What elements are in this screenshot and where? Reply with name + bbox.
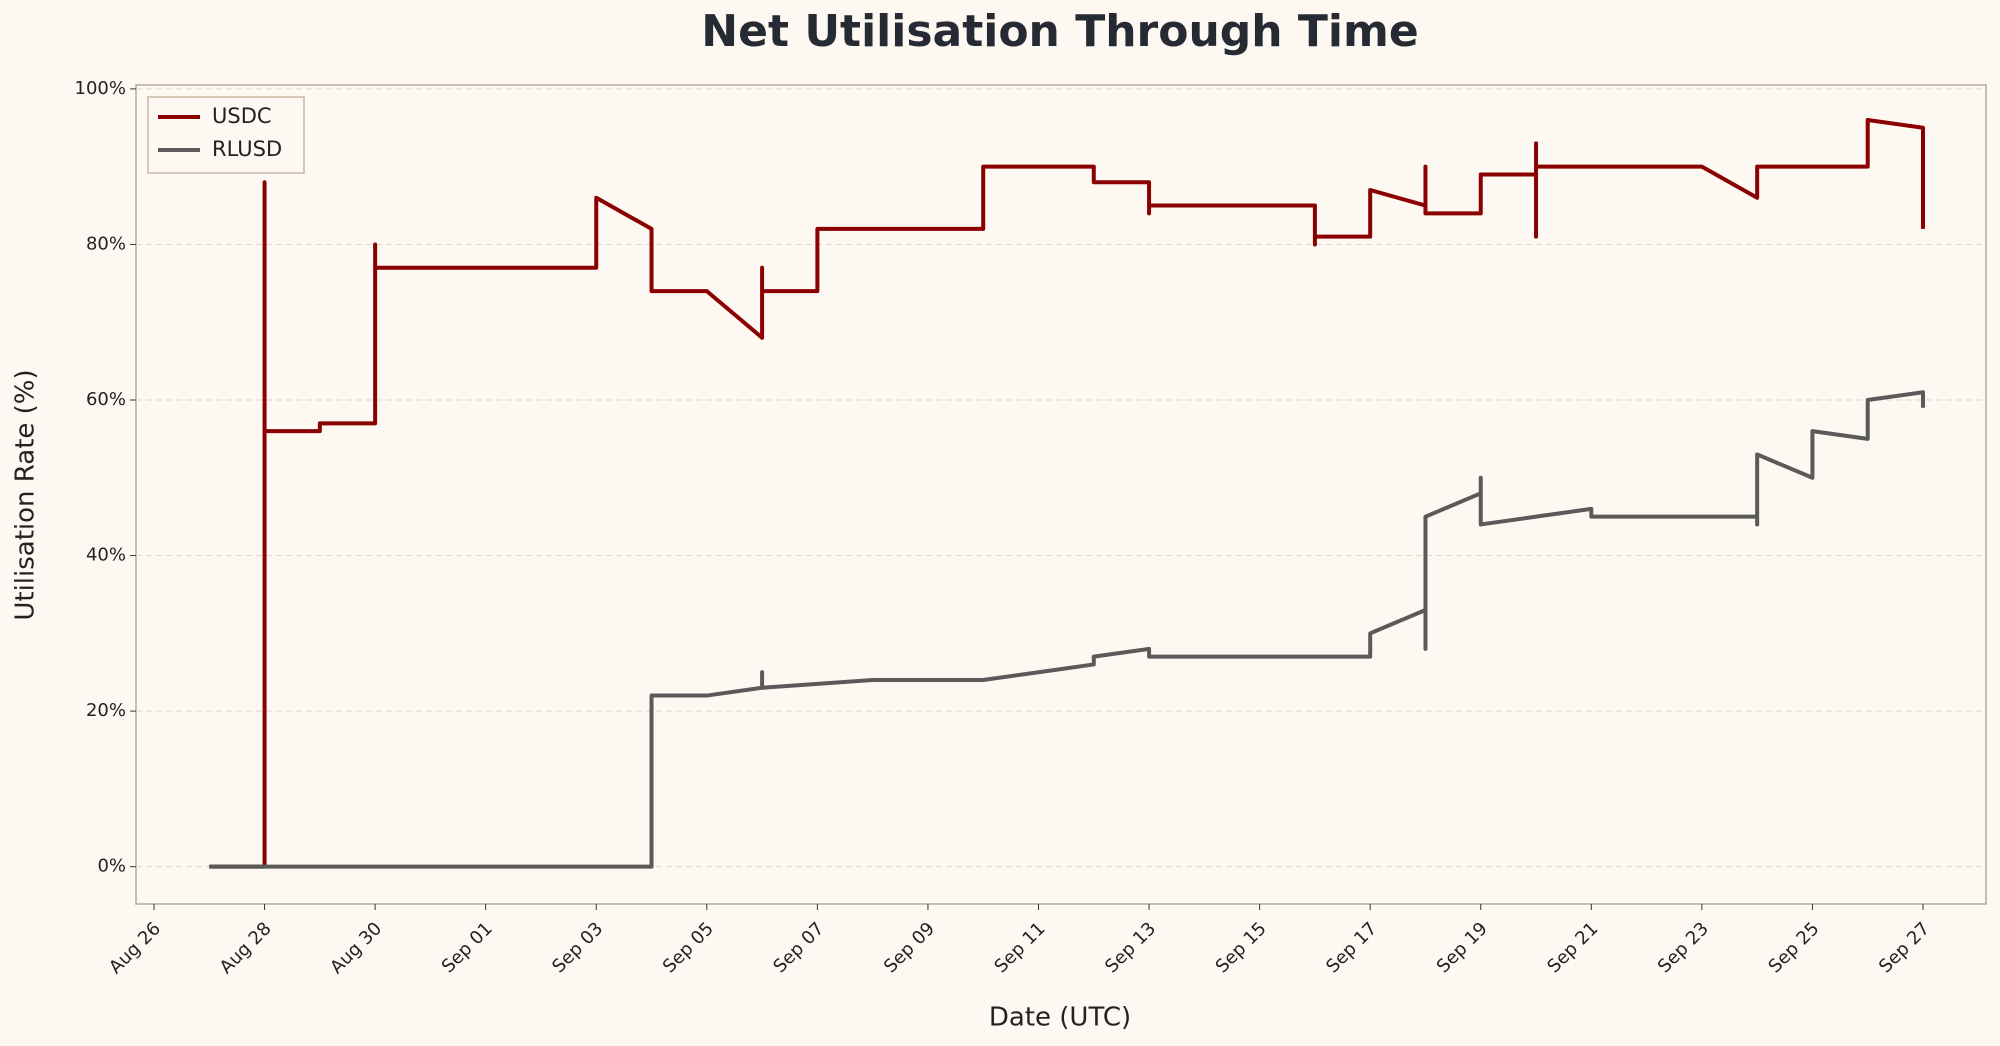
y-tick-label: 0% [97,856,126,877]
legend-label: USDC [212,104,272,128]
legend: USDC RLUSD [147,96,305,174]
y-axis-label: Utilisation Rate (%) [11,369,41,620]
y-tick-label: 40% [86,545,126,566]
x-axis-label: Date (UTC) [989,1003,1131,1033]
y-tick-label: 20% [86,700,126,721]
legend-box [147,96,305,174]
chart-title: Net Utilisation Through Time [701,6,1418,57]
plot-frame [135,84,1987,905]
line-series [209,390,1925,869]
line-series [209,118,1925,869]
y-tick-label: 100% [75,78,126,99]
legend-label: RLUSD [212,137,282,161]
y-tick-label: 60% [86,389,126,410]
y-tick-label: 80% [86,233,126,254]
